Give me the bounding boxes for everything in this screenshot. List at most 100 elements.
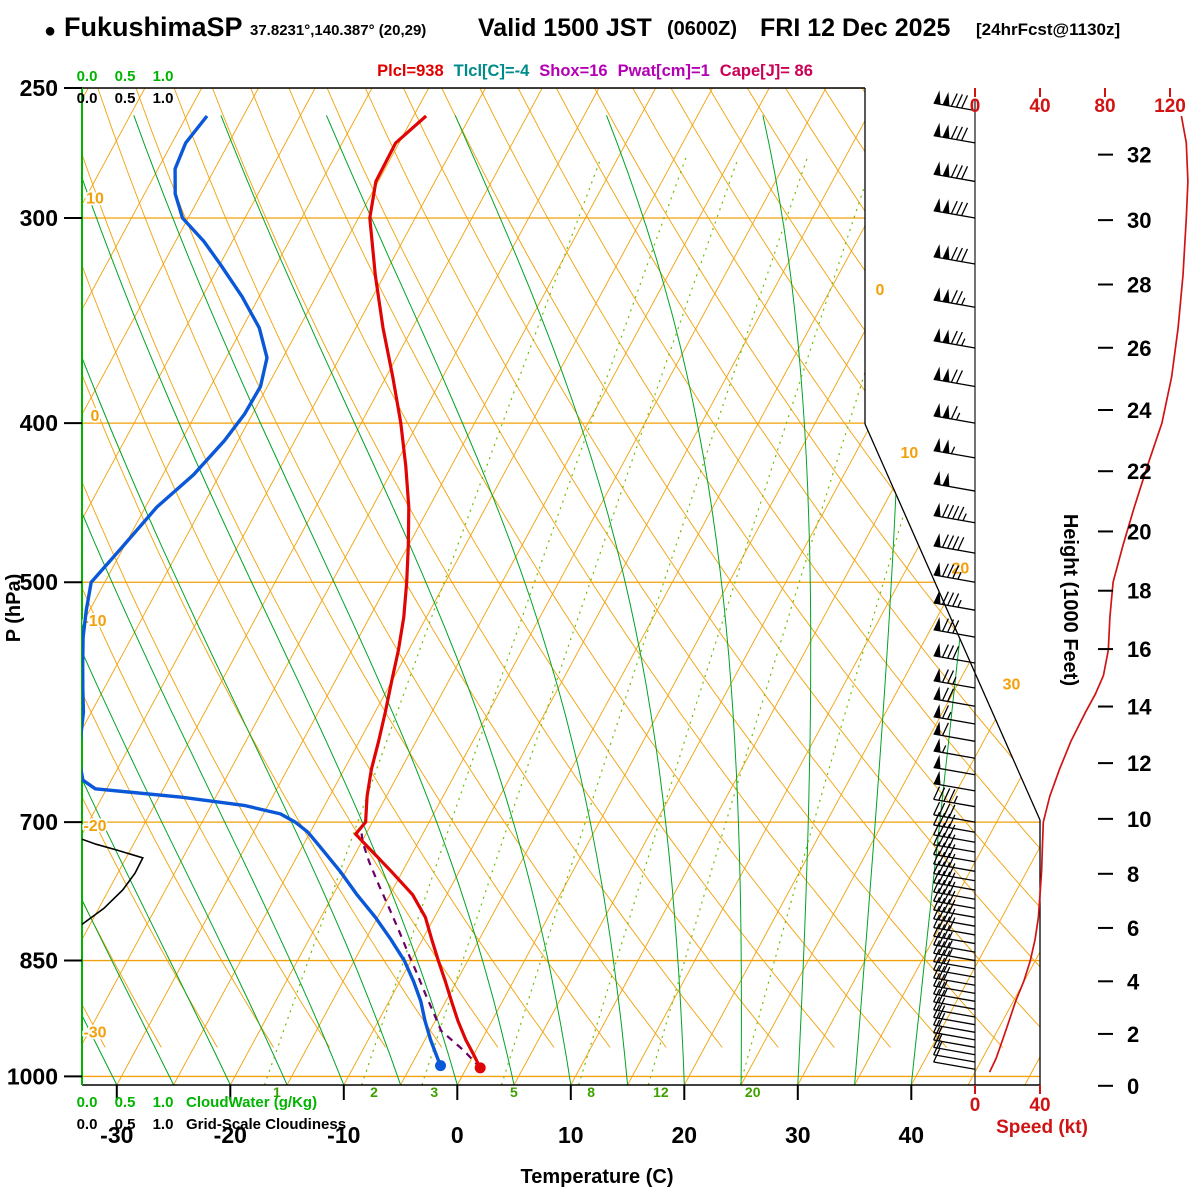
dry-adiabat-label: 10 — [86, 191, 104, 208]
height-tick-label: 26 — [1127, 336, 1151, 361]
temperature-tick-label: 40 — [899, 1122, 925, 1148]
wind-barb — [933, 403, 976, 424]
dewpoint-curve — [82, 114, 443, 1067]
speed-top-tick-label: 120 — [1154, 96, 1186, 117]
station-bullet: ● — [44, 20, 57, 42]
wind-barb — [933, 770, 976, 792]
temperature-tick-label: 30 — [785, 1122, 811, 1148]
wind-barb — [933, 590, 976, 611]
temperature-tick-label: 20 — [672, 1122, 698, 1148]
pressure-tick-label: 1000 — [7, 1063, 58, 1089]
isotherm-label: 10 — [900, 445, 918, 462]
dry-adiabat-label: -30 — [83, 1024, 106, 1041]
pressure-tick-label: 500 — [20, 569, 58, 595]
height-tick-label: 12 — [1127, 751, 1151, 776]
wind-barb — [933, 738, 976, 759]
wind-barbs — [933, 90, 976, 1070]
temperature-curve — [354, 114, 482, 1069]
speed-axis-title: Speed (kt) — [996, 1117, 1088, 1138]
forecast-tag: [24hrFcst@1130z] — [976, 20, 1121, 39]
wind-barb — [933, 821, 976, 843]
mixing-ratio-label: 3 — [430, 1084, 438, 1100]
cloudiness-curve — [82, 838, 144, 926]
moist-adiabat-grid — [82, 115, 1011, 1085]
station-coords: 37.8231°,140.387° (20,29) — [250, 22, 427, 39]
cloudwater-scale: 0.0 0.0 0.5 0.5 1.0 1.0 CloudWater (g/Kg) — [77, 68, 318, 1111]
cloudwater-scale-top: 1.0 — [153, 68, 174, 85]
speed-top-tick-label: 0 — [970, 96, 981, 117]
isotherm-label: 30 — [1003, 676, 1021, 693]
wind-barb — [933, 914, 976, 936]
cloudwater-axis-title: CloudWater (g/Kg) — [186, 1094, 317, 1111]
parcel-curve — [360, 830, 481, 1069]
pressure-axis-title: P (hPa) — [3, 574, 25, 643]
sounding-index-3: Pwat[cm]=1 — [617, 62, 710, 80]
cloudwater-scale-top: 0.0 — [77, 68, 98, 85]
sounding-index-4: Cape[J]= 86 — [719, 62, 813, 80]
station-name: FukushimaSP — [64, 12, 243, 42]
cloudiness-scale-top: 0.0 — [77, 90, 98, 107]
isotherm-label: 0 — [876, 282, 885, 299]
wind-barb — [933, 122, 976, 144]
wind-barb — [933, 437, 976, 459]
wind-speed-panel — [988, 115, 1189, 1073]
wind-barb — [933, 1048, 976, 1070]
wind-barb — [933, 721, 976, 742]
wind-barb — [933, 973, 976, 994]
cloudiness-scale-top: 0.5 — [115, 90, 136, 107]
wind-barb — [933, 878, 976, 900]
wind-barb — [933, 90, 976, 112]
wind-speed-curve — [988, 115, 1189, 1073]
sounding-index-2: Shox=16 — [539, 62, 608, 80]
wind-barb — [933, 869, 976, 891]
pressure-tick-label: 250 — [20, 75, 58, 101]
dry-adiabat-label: 0 — [91, 408, 100, 425]
mixing-ratio-label: 12 — [653, 1084, 669, 1100]
wind-barb — [933, 704, 976, 725]
height-axis-title: Height (1000 Feet) — [1059, 514, 1081, 686]
skewt-grid — [82, 88, 1040, 1085]
wind-barb — [933, 905, 976, 927]
sounding-index-0: Plcl=938 — [377, 62, 444, 80]
temperature-tick-label: -10 — [327, 1122, 360, 1148]
surface-temp-dot — [474, 1062, 486, 1074]
speed-bottom-tick-label: 40 — [1029, 1095, 1050, 1116]
pressure-tick-label: 700 — [20, 809, 58, 835]
profiles — [82, 114, 486, 1074]
wind-barb — [933, 801, 976, 823]
wind-barb — [933, 668, 976, 689]
pressure-tick-label: 850 — [20, 948, 58, 974]
mixing-ratio-label: 20 — [745, 1084, 761, 1100]
height-tick-label: 24 — [1127, 398, 1152, 423]
valid-time: Valid 1500 JST — [478, 14, 652, 42]
wind-barb — [933, 841, 976, 863]
pressure-tick-label: 400 — [20, 410, 58, 436]
mixing-ratio-grid — [263, 157, 1014, 1085]
dry-adiabat-grid — [82, 88, 1040, 1048]
surface-dewpoint-dot — [435, 1060, 447, 1072]
height-tick-label: 32 — [1127, 143, 1151, 168]
wind-barb — [933, 897, 976, 918]
wind-barb — [933, 366, 976, 388]
wind-barb — [933, 981, 976, 1002]
wind-barb — [933, 502, 976, 524]
mixing-ratio-label: 5 — [510, 1084, 518, 1100]
wind-barb — [933, 964, 976, 986]
wind-barb — [933, 940, 976, 962]
speed-bottom-tick-label: 0 — [970, 1095, 981, 1116]
temperature-axis-title: Temperature (C) — [521, 1166, 674, 1188]
wind-barb — [933, 831, 976, 853]
cloudiness-scale-bottom: 0.0 — [77, 1116, 98, 1133]
wind-barb — [933, 643, 976, 664]
height-tick-label: 18 — [1127, 579, 1151, 604]
wind-barb — [933, 1012, 976, 1033]
wind-barb — [933, 244, 976, 265]
mixing-ratio-label: 1 — [273, 1084, 281, 1100]
height-tick-label: 8 — [1127, 862, 1139, 887]
mixing-ratio-label: 8 — [587, 1084, 595, 1100]
wind-barb — [933, 161, 976, 183]
wind-barb — [933, 617, 976, 638]
height-tick-label: 20 — [1127, 519, 1151, 544]
wind-barb — [933, 931, 976, 953]
